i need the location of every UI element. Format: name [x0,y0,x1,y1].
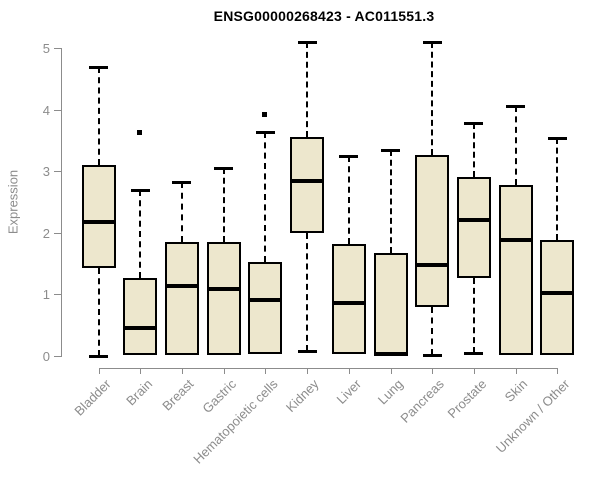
x-tick-label: Unknown / Other [492,376,573,456]
upper-whisker [389,149,392,254]
box [415,155,450,307]
median-line [331,301,366,306]
outlier-point [137,129,143,135]
y-tick [54,171,61,173]
upper-whisker-cap [172,180,192,184]
upper-whisker [264,131,267,262]
y-tick [54,48,61,49]
upper-whisker [431,41,434,156]
upper-whisker [180,181,183,243]
y-tick [54,356,61,357]
y-tick [54,109,61,111]
median-line [290,179,325,184]
x-tick-label: Liver [333,376,364,407]
upper-whisker-cap [297,40,317,44]
upper-whisker-cap [381,148,401,152]
box [206,242,241,356]
median-line [248,297,283,302]
y-tick-label: 5 [42,41,50,56]
x-tick [390,368,392,374]
median-line [456,217,491,222]
upper-whisker [306,41,309,137]
upper-whisker [514,105,517,185]
lower-whisker-cap [297,350,317,354]
y-tick [54,294,61,296]
upper-whisker [472,122,475,177]
upper-whisker [97,67,100,166]
x-tick [348,368,350,374]
chart-title: ENSG00000268423 - AC011551.3 [213,8,435,24]
median-line [123,325,158,330]
lower-whisker [97,267,100,356]
box [456,176,491,278]
y-tick-label: 4 [42,102,50,118]
upper-whisker-cap [130,189,150,193]
x-tick [557,368,559,374]
y-tick [54,232,61,234]
x-tick [181,368,183,374]
median-line [415,262,450,267]
upper-whisker-cap [339,154,359,158]
x-tick [515,368,517,374]
upper-whisker [347,155,350,244]
x-tick [473,368,475,374]
upper-whisker [556,137,559,241]
lower-whisker-cap [422,353,442,357]
upper-whisker-cap [422,40,442,44]
lower-whisker-cap [464,351,484,355]
box [81,165,116,268]
y-axis-line [61,48,62,357]
box [331,243,366,355]
y-tick-label: 2 [42,225,50,241]
x-tick-label: Kidney [283,376,323,416]
box [540,240,575,356]
median-line [206,287,241,292]
upper-whisker-cap [89,66,108,70]
x-tick [223,368,225,374]
lower-whisker [431,306,434,355]
box [248,261,283,355]
outlier-point [262,111,268,117]
upper-whisker [222,167,225,243]
x-tick-label: Pancreas [397,376,448,426]
median-line [81,219,116,224]
box [290,136,325,233]
upper-whisker-cap [214,166,234,170]
upper-whisker [139,190,142,278]
lower-whisker [472,277,475,353]
y-tick-label: 0 [42,349,50,364]
median-line [373,351,408,356]
upper-whisker-cap [506,104,526,108]
y-axis-title: Expression [5,169,21,235]
x-tick [265,368,267,374]
x-tick-label: Prostate [444,376,489,422]
lower-whisker [306,232,309,352]
upper-whisker-cap [255,130,275,134]
x-tick-label: Lung [374,376,406,408]
x-axis-line [98,368,559,369]
box [498,184,533,356]
y-tick-label: 3 [42,164,50,180]
x-tick-label: Skin [502,376,531,405]
y-tick-label: 1 [42,287,50,303]
upper-whisker-cap [547,136,567,140]
median-line [164,283,199,288]
box [164,242,199,356]
box [373,253,408,356]
lower-whisker-cap [89,355,108,358]
x-tick-label: Bladder [71,376,114,419]
upper-whisker-cap [464,121,484,125]
x-tick [307,368,309,374]
x-tick-label: Breast [159,376,197,414]
x-tick [98,368,100,374]
box [123,277,158,355]
x-tick [432,368,434,374]
median-line [498,238,533,243]
median-line [540,291,575,296]
x-tick-label: Gastric [198,376,239,417]
x-tick [140,368,142,374]
x-tick-label: Brain [123,376,156,409]
